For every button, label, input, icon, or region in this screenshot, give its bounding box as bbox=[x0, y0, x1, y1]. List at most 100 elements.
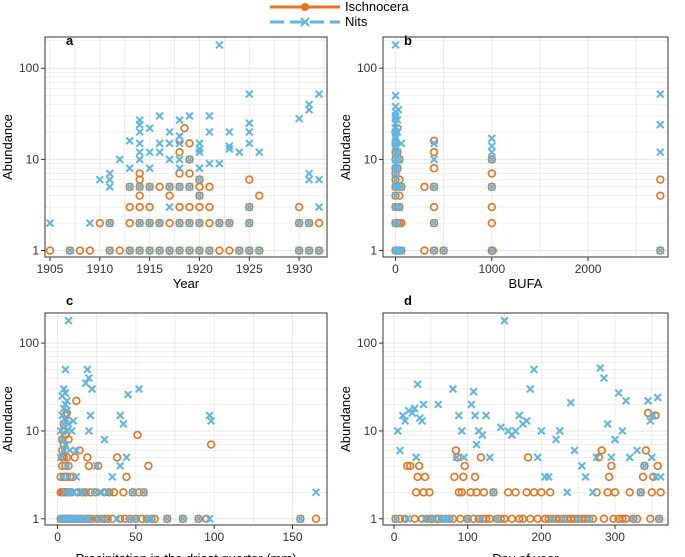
data-point-nits bbox=[112, 514, 122, 523]
data-point-ischnocera bbox=[119, 488, 128, 497]
data-point-nits bbox=[103, 488, 112, 497]
data-point-nits bbox=[125, 182, 134, 191]
data-point-nits bbox=[551, 435, 561, 444]
data-point-nits bbox=[105, 182, 114, 191]
plot-frame bbox=[382, 312, 669, 526]
data-point-ischnocera bbox=[175, 202, 184, 212]
legend-x-icon bbox=[300, 17, 310, 27]
data-point-ischnocera bbox=[105, 218, 114, 228]
data-point-nits bbox=[67, 426, 76, 436]
data-point-nits bbox=[304, 100, 314, 109]
data-point-ischnocera bbox=[135, 218, 144, 228]
data-point-ischnocera bbox=[215, 246, 224, 255]
data-point-ischnocera bbox=[163, 514, 172, 523]
x-tick-label: 1910 bbox=[86, 262, 113, 276]
data-point-ischnocera bbox=[457, 488, 466, 497]
data-point-ischnocera bbox=[515, 514, 524, 523]
data-point-nits bbox=[64, 419, 73, 429]
data-point-ischnocera bbox=[84, 461, 94, 471]
data-point-nits bbox=[255, 246, 264, 255]
plot-frame bbox=[382, 36, 669, 258]
data-point-nits bbox=[175, 115, 184, 125]
data-point-nits bbox=[419, 400, 428, 409]
data-point-ischnocera bbox=[85, 246, 95, 255]
data-point-nits bbox=[621, 396, 631, 405]
data-point-nits bbox=[559, 514, 568, 523]
data-point-nits bbox=[205, 159, 214, 168]
data-point-ischnocera bbox=[481, 514, 491, 523]
data-point-nits bbox=[570, 446, 579, 455]
data-point-ischnocera bbox=[255, 191, 264, 200]
data-point-ischnocera bbox=[625, 488, 634, 497]
data-point-nits bbox=[500, 316, 509, 325]
y-axis-label: Abundance bbox=[338, 114, 353, 180]
data-point-ischnocera bbox=[235, 246, 244, 255]
data-point-nits bbox=[86, 411, 95, 420]
data-point-nits bbox=[185, 155, 194, 164]
data-point-nits bbox=[56, 426, 65, 436]
data-point-nits bbox=[165, 127, 174, 137]
x-tick-label: 0 bbox=[54, 530, 61, 544]
data-point-nits bbox=[487, 134, 496, 143]
x-axis-label: Day of year bbox=[492, 551, 559, 557]
y-tick-label: 10 bbox=[364, 424, 378, 438]
data-point-nits bbox=[537, 426, 546, 436]
data-point-nits bbox=[245, 202, 254, 212]
legend-label-nits: Nits bbox=[345, 14, 368, 29]
data-point-ischnocera bbox=[487, 169, 497, 178]
data-point-ischnocera bbox=[206, 440, 216, 449]
y-tick-label: 10 bbox=[26, 424, 40, 438]
y-axis-label: Abundance bbox=[338, 386, 353, 452]
data-point-nits bbox=[566, 398, 575, 407]
y-tick-label: 100 bbox=[19, 336, 39, 350]
data-point-ischnocera bbox=[65, 246, 75, 255]
data-point-ischnocera bbox=[178, 514, 188, 523]
data-point-nits bbox=[205, 246, 214, 255]
x-tick-label: 100 bbox=[458, 530, 478, 544]
data-point-nits bbox=[397, 182, 406, 191]
data-point-nits bbox=[65, 446, 75, 455]
data-point-nits bbox=[599, 373, 609, 383]
data-point-nits bbox=[487, 182, 496, 191]
legend-label-ischnocera: Ischnocera bbox=[345, 0, 409, 14]
data-point-nits bbox=[83, 365, 92, 374]
x-axis-label: BUFA bbox=[509, 276, 543, 291]
data-point-ischnocera bbox=[133, 430, 142, 440]
data-point-nits bbox=[463, 514, 472, 523]
data-point-nits bbox=[185, 246, 194, 255]
data-point-ischnocera bbox=[135, 202, 144, 212]
data-point-ischnocera bbox=[145, 218, 154, 228]
panels: 1905 1910 1915 1920 1925 1930110100YearAbunda… bbox=[0, 33, 669, 557]
data-point-nits bbox=[533, 453, 542, 462]
data-point-ischnocera bbox=[81, 488, 90, 497]
data-point-nits bbox=[548, 514, 557, 523]
data-point-ischnocera bbox=[245, 218, 254, 228]
data-point-nits bbox=[215, 40, 224, 50]
data-point-nits bbox=[400, 416, 410, 426]
data-point-nits bbox=[165, 246, 174, 255]
data-point-nits bbox=[245, 246, 254, 255]
y-tick-label: 1 bbox=[370, 244, 377, 258]
data-point-nits bbox=[125, 514, 134, 523]
data-point-nits bbox=[304, 219, 314, 228]
data-point-ischnocera bbox=[656, 191, 665, 200]
data-point-nits bbox=[245, 127, 254, 137]
data-point-ischnocera bbox=[105, 246, 114, 255]
data-point-nits bbox=[105, 169, 114, 178]
data-point-ischnocera bbox=[205, 218, 214, 228]
data-point-nits bbox=[225, 127, 234, 137]
data-point-nits bbox=[429, 246, 439, 255]
data-point-ischnocera bbox=[185, 155, 194, 164]
data-point-nits bbox=[119, 419, 128, 429]
data-point-nits bbox=[175, 246, 184, 255]
data-point-nits bbox=[135, 155, 144, 164]
data-point-nits bbox=[430, 514, 439, 523]
series-nits bbox=[391, 40, 665, 255]
data-point-nits bbox=[395, 446, 405, 455]
data-point-nits bbox=[72, 472, 81, 481]
data-point-ischnocera bbox=[610, 488, 620, 497]
series-nits bbox=[56, 316, 321, 523]
data-point-nits bbox=[215, 159, 224, 168]
data-point-nits bbox=[314, 175, 324, 184]
data-point-nits bbox=[95, 175, 104, 184]
